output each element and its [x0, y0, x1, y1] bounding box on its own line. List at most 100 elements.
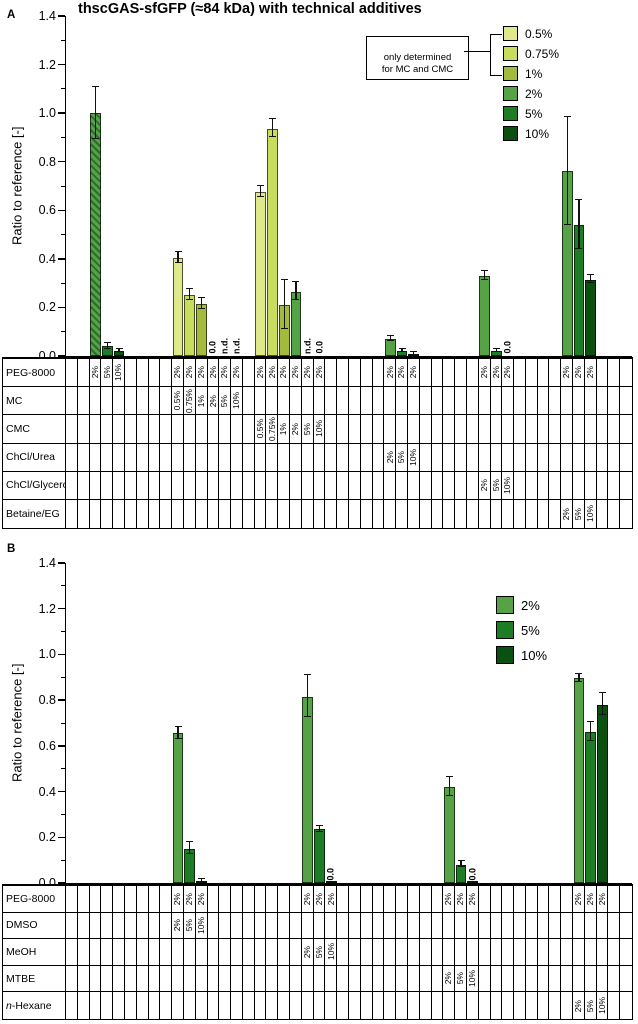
table-cell — [537, 939, 550, 966]
bar-MC-0.75% — [184, 295, 196, 356]
error-bar — [268, 118, 276, 138]
legend-b: 2% 5% 10% — [496, 596, 547, 671]
error-bar — [563, 116, 571, 225]
table-cell — [243, 992, 255, 1019]
table-cell — [77, 415, 90, 444]
table-cell: 2% — [207, 387, 220, 416]
table-cell — [219, 443, 232, 472]
table-cell — [396, 415, 408, 444]
bar-slot: 0.0 — [467, 563, 479, 883]
table-cell — [525, 415, 538, 444]
table-cell — [419, 471, 432, 500]
table-cell: 2% — [455, 886, 467, 913]
legend-label: 0.75% — [525, 46, 560, 61]
table-cell — [101, 471, 114, 500]
table-cell — [66, 387, 78, 416]
error-bar — [115, 347, 123, 353]
table-cell: 2% — [325, 886, 338, 913]
cell-concentration: 10% — [231, 392, 242, 410]
table-cell — [231, 471, 243, 500]
bar-CMC-2% — [290, 291, 302, 356]
cell-concentration: 2% — [266, 366, 277, 379]
table-cell — [266, 992, 279, 1019]
table-cell — [514, 939, 526, 966]
table-cell — [549, 992, 562, 1019]
table-cell — [137, 499, 149, 529]
table-cell — [89, 886, 102, 913]
table-cell — [360, 939, 373, 966]
table-cell — [431, 471, 444, 500]
y-tick — [58, 836, 65, 839]
table-cell — [431, 965, 444, 993]
error-bar — [587, 721, 595, 742]
cell-concentration: 2% — [195, 892, 206, 905]
table-cell — [313, 443, 326, 472]
table-cell — [183, 415, 196, 444]
table-cell — [207, 912, 220, 940]
table-cell — [231, 443, 243, 472]
table-cell — [136, 471, 149, 500]
table-cell — [372, 387, 385, 416]
table-cell — [254, 387, 267, 416]
table-cell — [573, 387, 585, 416]
table-cell — [290, 471, 302, 500]
value-label: n.d. — [231, 338, 242, 354]
table-cell — [242, 965, 255, 993]
table-cell: 5% — [490, 471, 503, 500]
table-cell — [407, 886, 420, 913]
y-minor-tick — [61, 631, 65, 633]
legend-item: 1% — [503, 66, 559, 81]
table-cell — [148, 965, 161, 993]
y-minor-tick — [61, 282, 65, 284]
value-label: 0.0 — [467, 868, 478, 881]
table-cell — [584, 912, 597, 940]
table-cell — [478, 965, 491, 993]
cell-concentration: 2% — [301, 892, 312, 905]
table-cell — [136, 912, 149, 940]
legend-annotation-box: only determined for MC and CMC — [366, 36, 469, 80]
bar-ChCl/Glycerol-2% — [479, 275, 490, 356]
table-cell — [549, 387, 562, 416]
error-bar — [575, 198, 583, 250]
y-tick — [58, 699, 65, 701]
table-cell — [113, 886, 125, 913]
table-cell — [242, 359, 255, 388]
table-cell — [148, 471, 161, 500]
table-cell — [325, 965, 338, 993]
cell-concentration: 2% — [254, 366, 265, 379]
bar-slot — [90, 16, 102, 356]
table-cell — [561, 471, 574, 500]
table-cell — [396, 965, 408, 993]
table-cell — [313, 912, 326, 940]
table-cell — [301, 443, 314, 472]
table-cell: 2% — [195, 359, 208, 388]
table-cell — [290, 886, 302, 913]
bar-n-Hexane-5% — [585, 732, 597, 883]
table-cell — [490, 387, 503, 416]
table-cell — [278, 886, 291, 913]
table-cell — [136, 939, 149, 966]
table-cell — [396, 939, 408, 966]
table-cell — [573, 939, 585, 966]
error-bar — [599, 692, 607, 715]
value-label: n.d. — [302, 338, 313, 354]
table-cell — [491, 992, 503, 1019]
table-cell — [266, 387, 279, 416]
cell-concentration: 2% — [561, 366, 572, 379]
y-minor-tick — [61, 813, 65, 815]
legend-swatch — [496, 646, 514, 664]
bar-Betaine/EG-10% — [585, 279, 597, 356]
table-cell: 2% — [443, 886, 456, 913]
cell-concentration: 2% — [172, 892, 183, 905]
bar-slot — [302, 563, 314, 883]
cell-concentration: 5% — [101, 366, 112, 379]
cell-concentration: 2% — [313, 892, 324, 905]
error-bar — [280, 278, 288, 330]
cell-concentration: 0.5% — [172, 391, 183, 411]
table-cell — [148, 387, 161, 416]
table-cell — [172, 965, 184, 993]
table-cell — [502, 939, 515, 966]
table-cell — [113, 992, 125, 1019]
bar-slot — [573, 16, 585, 356]
